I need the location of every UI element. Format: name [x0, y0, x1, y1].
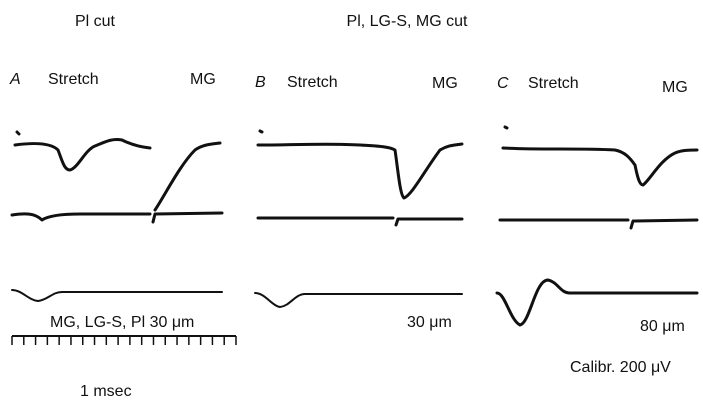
trace — [11, 289, 223, 302]
panel-right-label: MG — [190, 71, 216, 88]
trace — [495, 278, 699, 327]
caption: 80 μm — [640, 318, 685, 335]
trace — [10, 211, 224, 224]
trace — [498, 218, 699, 230]
panel-left-label: Stretch — [287, 74, 338, 91]
calibration: Calibr. 200 μV — [570, 359, 671, 376]
panel-left-label: Stretch — [528, 75, 579, 92]
header-left: Pl cut — [75, 13, 116, 30]
trace — [13, 130, 152, 172]
time-scale-bar — [11, 335, 237, 345]
panel-right-label: MG — [432, 75, 458, 92]
panel-letter: B — [255, 74, 266, 91]
caption: MG, LG-S, Pl 30 μm — [50, 314, 194, 331]
header-right: Pl, LG-S, MG cut — [347, 13, 468, 30]
panel-right-label: MG — [662, 79, 688, 96]
time-scale-label: 1 msec — [80, 383, 132, 400]
panel-left-label: Stretch — [48, 71, 99, 88]
panel-letter: C — [497, 75, 509, 92]
trace — [256, 216, 464, 227]
trace — [501, 125, 699, 187]
trace — [254, 292, 463, 308]
caption: 30 μm — [407, 314, 452, 331]
trace — [153, 141, 222, 212]
panel-letter: A — [9, 71, 21, 88]
trace — [256, 129, 464, 200]
